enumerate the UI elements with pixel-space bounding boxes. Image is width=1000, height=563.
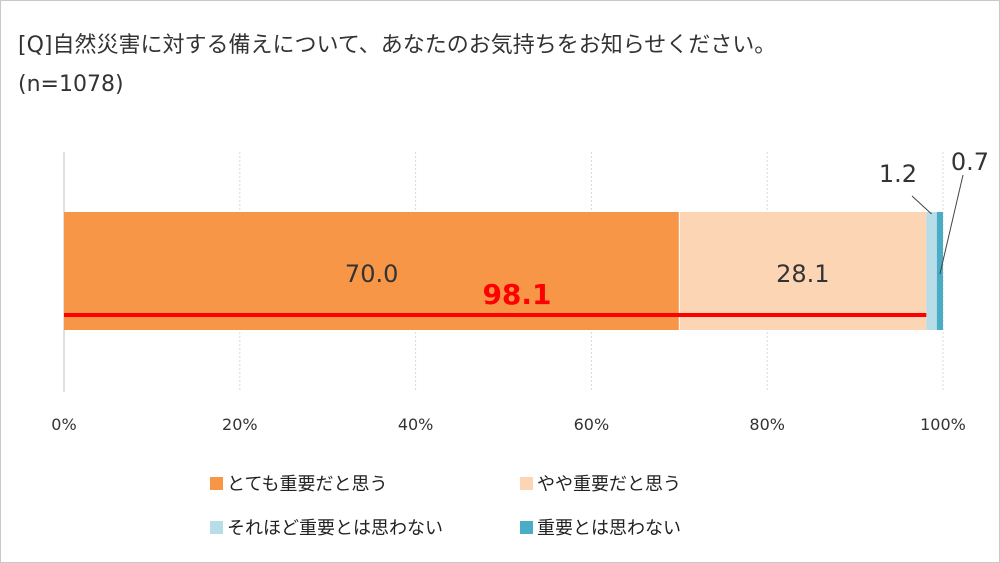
data-label-4: 0.7 xyxy=(951,148,989,176)
x-tick-label: 20% xyxy=(222,415,258,434)
bar-segment-2 xyxy=(679,212,927,330)
legend-label: やや重要だと思う xyxy=(537,474,681,495)
sample-size: (n=1078) xyxy=(18,72,124,97)
x-tick-label: 0% xyxy=(51,415,76,434)
chart-title: [Q]自然災害に対する備えについて、あなたのお気持ちをお知らせください。 xyxy=(18,33,777,58)
legend-label: それほど重要とは思わない xyxy=(227,518,443,539)
data-label-2: 28.1 xyxy=(776,260,829,288)
bar-segment-1 xyxy=(64,212,680,330)
bar-segment-3 xyxy=(926,212,937,330)
leader-line-4 xyxy=(939,174,964,275)
x-tick-label: 100% xyxy=(920,415,966,434)
legend-item-4: 重要とは思わない xyxy=(520,514,681,540)
x-tick-label: 80% xyxy=(749,415,785,434)
legend-label: とても重要だと思う xyxy=(227,474,388,495)
legend-swatch xyxy=(520,520,533,534)
data-label-1: 70.0 xyxy=(345,260,398,288)
leader-line-3 xyxy=(911,195,932,215)
legend-swatch xyxy=(520,476,533,490)
x-tick-label: 40% xyxy=(398,415,434,434)
annotation-label: 98.1 xyxy=(482,278,551,311)
legend-item-3: それほど重要とは思わない xyxy=(210,514,443,540)
legend-item-2: やや重要だと思う xyxy=(520,470,681,496)
x-tick-label: 60% xyxy=(574,415,610,434)
legend-swatch xyxy=(210,476,223,490)
data-label-3: 1.2 xyxy=(879,160,917,188)
legend-swatch xyxy=(210,520,223,534)
bar-segment-4 xyxy=(936,212,943,330)
legend-item-1: とても重要だと思う xyxy=(210,470,388,496)
legend-label: 重要とは思わない xyxy=(537,518,681,539)
